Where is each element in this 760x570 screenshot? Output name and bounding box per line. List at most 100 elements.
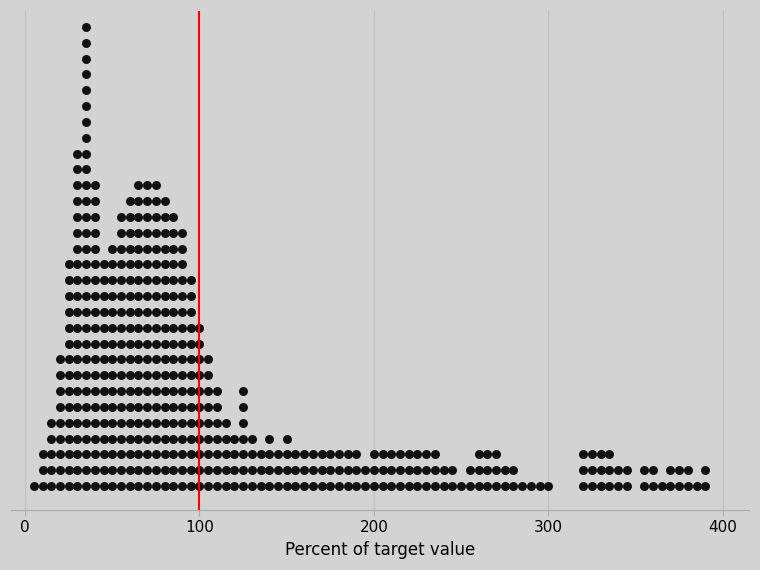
Point: [80, 450, 92, 459]
Point: [603, 466, 616, 475]
Point: [97, 482, 109, 491]
Point: [193, 418, 205, 428]
Point: [176, 482, 188, 491]
Point: [106, 244, 119, 253]
Point: [115, 450, 127, 459]
Point: [333, 482, 345, 491]
Point: [638, 482, 651, 491]
Point: [141, 370, 154, 380]
Point: [71, 450, 84, 459]
Point: [80, 370, 92, 380]
Point: [176, 323, 188, 332]
Point: [71, 165, 84, 174]
Point: [193, 355, 205, 364]
Point: [106, 355, 119, 364]
Point: [586, 450, 598, 459]
Point: [280, 450, 293, 459]
Point: [612, 482, 624, 491]
Point: [80, 101, 92, 111]
Point: [376, 466, 388, 475]
Point: [464, 466, 476, 475]
Point: [141, 402, 154, 412]
Point: [429, 466, 441, 475]
Point: [89, 434, 101, 443]
Point: [159, 386, 171, 396]
Point: [211, 402, 223, 412]
Point: [586, 466, 598, 475]
Point: [325, 450, 337, 459]
Point: [106, 450, 119, 459]
Point: [132, 339, 144, 348]
Point: [350, 450, 363, 459]
Point: [89, 450, 101, 459]
Point: [132, 292, 144, 301]
Point: [193, 323, 205, 332]
Point: [132, 482, 144, 491]
Point: [150, 482, 162, 491]
Point: [80, 276, 92, 285]
Point: [237, 466, 249, 475]
Point: [124, 260, 136, 269]
Point: [307, 466, 319, 475]
Point: [89, 482, 101, 491]
Point: [132, 197, 144, 206]
Point: [159, 260, 171, 269]
Point: [481, 450, 493, 459]
Point: [193, 450, 205, 459]
Point: [429, 450, 441, 459]
Point: [80, 38, 92, 47]
Point: [325, 482, 337, 491]
Point: [150, 339, 162, 348]
Point: [89, 244, 101, 253]
Point: [62, 260, 74, 269]
Point: [45, 450, 57, 459]
Point: [159, 292, 171, 301]
Point: [211, 418, 223, 428]
Point: [80, 149, 92, 158]
Point: [106, 339, 119, 348]
Point: [71, 213, 84, 222]
Point: [272, 482, 284, 491]
Point: [62, 466, 74, 475]
Point: [159, 482, 171, 491]
Point: [159, 418, 171, 428]
Point: [167, 292, 179, 301]
Point: [54, 370, 66, 380]
Point: [141, 466, 154, 475]
Point: [647, 466, 659, 475]
Point: [298, 450, 310, 459]
Point: [473, 466, 485, 475]
Point: [185, 307, 197, 316]
Point: [106, 466, 119, 475]
Point: [80, 86, 92, 95]
Point: [106, 323, 119, 332]
Point: [132, 355, 144, 364]
Point: [124, 339, 136, 348]
Point: [385, 482, 397, 491]
Point: [62, 292, 74, 301]
Point: [290, 450, 302, 459]
Point: [176, 355, 188, 364]
Point: [280, 434, 293, 443]
Point: [211, 450, 223, 459]
Point: [185, 370, 197, 380]
Point: [167, 355, 179, 364]
Point: [185, 292, 197, 301]
Point: [80, 482, 92, 491]
Point: [106, 482, 119, 491]
Point: [97, 434, 109, 443]
Point: [594, 482, 606, 491]
Point: [89, 418, 101, 428]
Point: [167, 260, 179, 269]
Point: [106, 276, 119, 285]
Point: [315, 466, 328, 475]
Point: [220, 466, 232, 475]
Point: [237, 402, 249, 412]
Point: [45, 418, 57, 428]
Point: [141, 181, 154, 190]
Point: [89, 386, 101, 396]
Point: [638, 466, 651, 475]
Point: [71, 355, 84, 364]
Point: [115, 276, 127, 285]
Point: [202, 482, 214, 491]
